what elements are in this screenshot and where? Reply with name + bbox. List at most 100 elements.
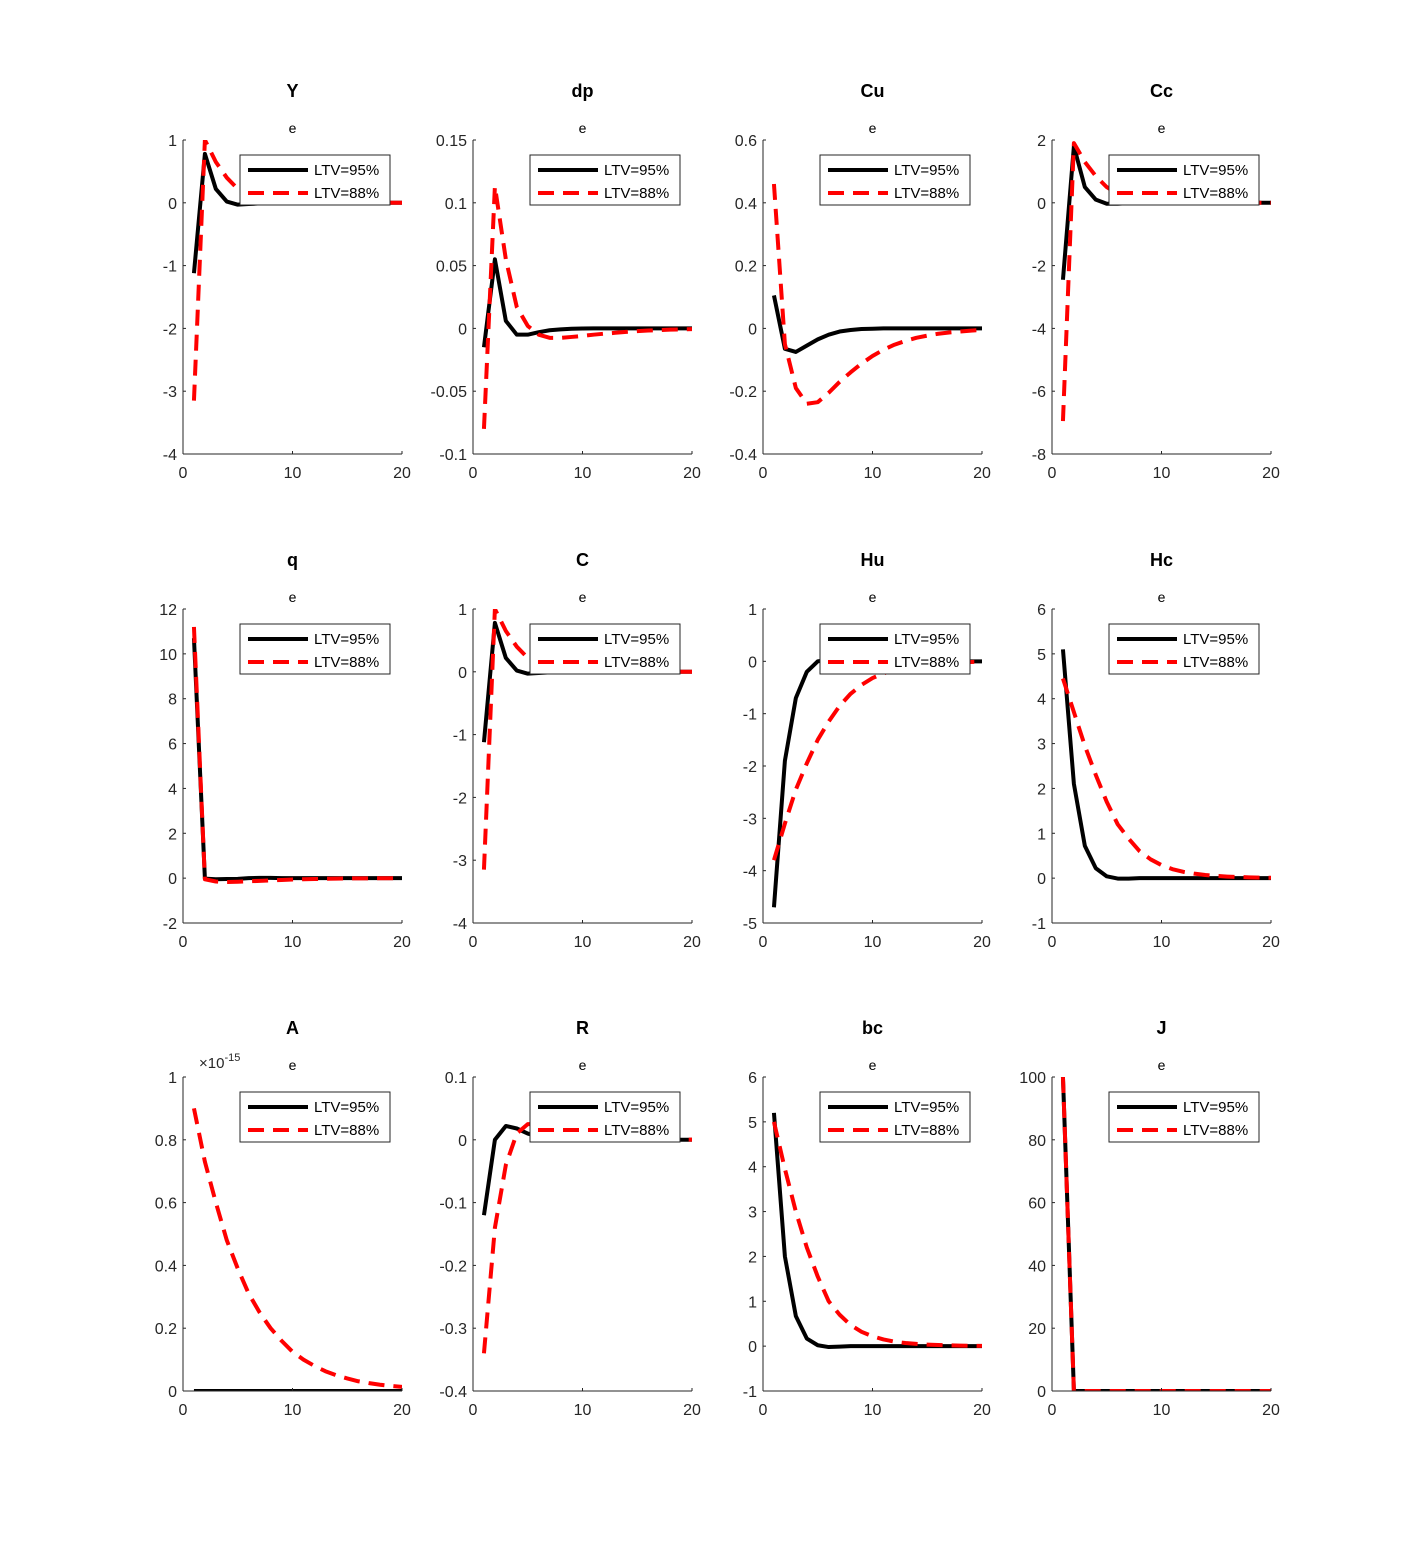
x-tick-label: 0: [759, 465, 768, 482]
y-tick-label: 0.2: [735, 259, 757, 276]
subplot-title: Y: [286, 81, 298, 101]
y-tick-label: 0.4: [155, 1258, 177, 1275]
y-tick-label: 0: [168, 1384, 177, 1401]
y-tick-label: 0.2: [155, 1321, 177, 1338]
y-tick-label: -1: [1032, 916, 1046, 933]
legend-label: LTV=95%: [604, 162, 669, 179]
series-line-1: [771, 1112, 982, 1350]
y-tick-label: 0: [748, 321, 757, 338]
subplot-title: dp: [572, 81, 594, 101]
subplot-title: Hu: [861, 550, 885, 570]
y-tick-label: 20: [1028, 1321, 1046, 1338]
series-line-2: [191, 1107, 402, 1389]
y-tick-label: 1: [748, 1294, 757, 1311]
y-tick-label: 0: [748, 1339, 757, 1356]
y-tick-label: 4: [748, 1160, 757, 1177]
y-tick-label: 0: [1037, 871, 1046, 888]
legend-label: LTV=88%: [314, 654, 379, 671]
x-tick-label: 20: [393, 934, 411, 951]
legend: LTV=95% LTV=88%: [529, 623, 681, 675]
subplot-subtitle: e: [289, 589, 297, 605]
y-tick-label: -5: [743, 916, 757, 933]
y-tick-label: 0.05: [436, 259, 467, 276]
subplot-subtitle: e: [869, 589, 877, 605]
y-tick-label: -2: [743, 759, 757, 776]
subplot-R: Re 0 10 20 -0.4 -0.3 -0.2 -0.1 0 0.1 LTV=95% LTV=88…: [439, 1018, 701, 1419]
subplot-Y: Ye 0 10 20 -4 -3 -2 -1 0 1 LTV=95% LTV=88%: [163, 81, 411, 482]
x-tick-label: 0: [1048, 934, 1057, 951]
y-tick-label: -0.2: [439, 1258, 467, 1275]
y-tick-label: -2: [1032, 259, 1046, 276]
x-tick-label: 20: [393, 1402, 411, 1419]
legend-label: LTV=88%: [314, 185, 379, 202]
y-tick-label: 60: [1028, 1196, 1046, 1213]
series-line-2: [191, 626, 402, 884]
y-tick-label: 1: [168, 1070, 177, 1087]
y-tick-label: -1: [453, 728, 467, 745]
legend-label: LTV=88%: [894, 185, 959, 202]
x-tick-label: 20: [683, 1402, 701, 1419]
x-tick-label: 0: [179, 934, 188, 951]
x-tick-label: 10: [284, 465, 302, 482]
subplot-title: Hc: [1150, 550, 1173, 570]
y-tick-label: -1: [743, 1384, 757, 1401]
y-exponent-label: ×10-15: [199, 1052, 240, 1072]
y-tick-label: -4: [1032, 321, 1046, 338]
x-tick-label: 20: [973, 1402, 991, 1419]
legend-label: LTV=88%: [894, 1122, 959, 1139]
y-tick-label: 0.8: [155, 1133, 177, 1150]
y-tick-label: 1: [1037, 826, 1046, 843]
y-tick-label: 5: [748, 1115, 757, 1132]
series-line-2: [771, 183, 982, 406]
series-line-2: [772, 1121, 982, 1348]
y-tick-label: 0.1: [445, 1070, 467, 1087]
legend-label: LTV=95%: [314, 162, 379, 179]
subplot-title: A: [286, 1018, 299, 1038]
x-tick-label: 20: [1262, 934, 1280, 951]
y-tick-label: -0.1: [439, 1196, 467, 1213]
subplot-Cu: Cu e 0 10 20 -0.4 -0.2 0 0.2 0.4 0.6 LTV=95% LTV=88%: [729, 81, 991, 482]
y-tick-label: 5: [1037, 647, 1046, 664]
subplot-subtitle: e: [1158, 120, 1166, 136]
x-tick-label: 10: [1153, 1402, 1171, 1419]
subplot-subtitle: e: [869, 1057, 877, 1073]
legend-label: LTV=88%: [314, 1122, 379, 1139]
y-tick-label: 2: [168, 826, 177, 843]
y-tick-label: -4: [453, 916, 467, 933]
legend: LTV=95% LTV=88%: [1108, 623, 1260, 675]
series-line-2: [772, 659, 982, 861]
series-line-1: [481, 257, 692, 348]
legend-label: LTV=88%: [1183, 1122, 1248, 1139]
legend-label: LTV=88%: [604, 654, 669, 671]
x-tick-label: 0: [759, 1402, 768, 1419]
series-line-1: [1060, 649, 1271, 881]
legend: LTV=95% LTV=88%: [819, 623, 971, 675]
y-tick-label: 4: [1037, 692, 1046, 709]
y-tick-label: -1: [743, 707, 757, 724]
legend-label: LTV=95%: [314, 631, 379, 648]
y-tick-label: 8: [168, 692, 177, 709]
y-tick-label: 0: [458, 321, 467, 338]
x-tick-label: 10: [574, 934, 592, 951]
subplot-subtitle: e: [289, 1057, 297, 1073]
y-tick-label: -0.1: [439, 447, 467, 464]
series-line-1: [771, 295, 982, 354]
y-tick-label: 40: [1028, 1258, 1046, 1275]
legend-label: LTV=95%: [894, 631, 959, 648]
y-tick-label: 0.6: [735, 133, 757, 150]
y-tick-label: 6: [168, 737, 177, 754]
legend-label: LTV=95%: [894, 162, 959, 179]
subplot-title: bc: [862, 1018, 883, 1038]
y-tick-label: 6: [1037, 602, 1046, 619]
x-tick-label: 10: [284, 1402, 302, 1419]
y-tick-label: 6: [748, 1070, 757, 1087]
legend: LTV=95% LTV=88%: [1108, 154, 1260, 206]
y-tick-label: 80: [1028, 1133, 1046, 1150]
subplot-title: q: [287, 550, 298, 570]
y-tick-label: 0.1: [445, 196, 467, 213]
